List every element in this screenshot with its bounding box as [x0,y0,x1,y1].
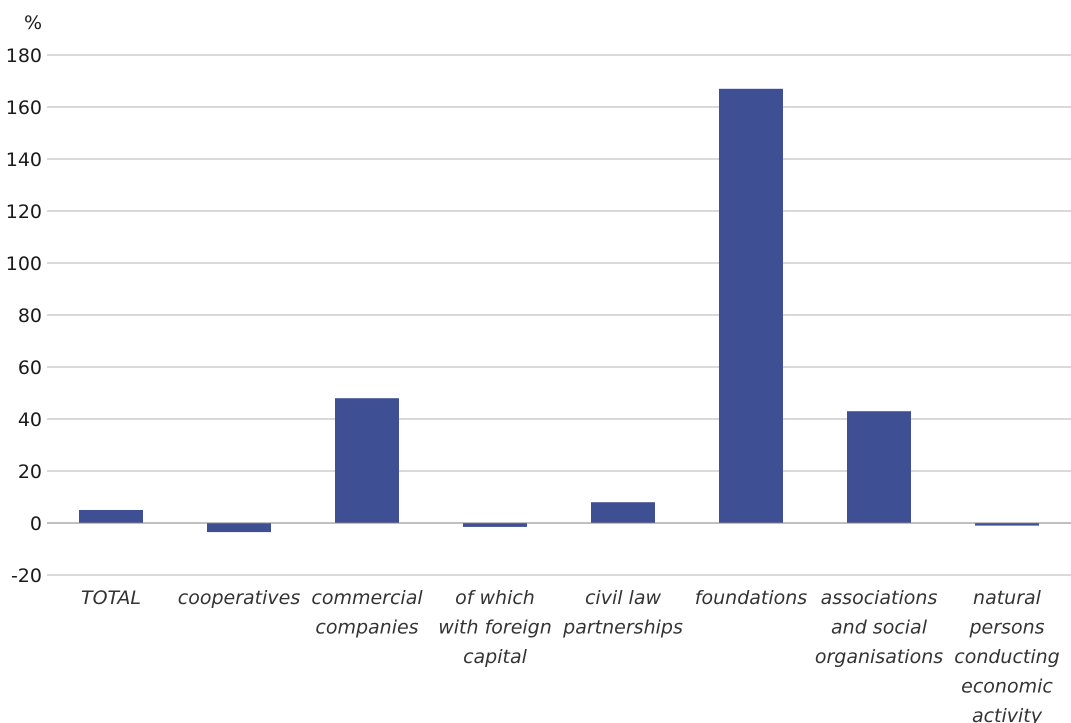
x-tick-label: civil law partnerships [562,587,683,639]
x-tick-label: of which with foreign capital [438,587,552,668]
bar [79,510,143,523]
y-tick-label: 100 [6,253,42,275]
y-tick-label: 120 [6,201,42,223]
x-tick-label: foundations [695,587,807,609]
y-tick-label: 140 [6,149,42,171]
x-tick-label-line: companies [315,617,418,639]
x-tick-label-line: partnerships [562,617,683,639]
bar [207,523,271,533]
y-tick-label: 180 [6,45,42,67]
x-tick-label: commercial companies [311,587,423,639]
y-tick-label: 160 [6,97,42,119]
x-tick-label-line: conducting [954,646,1060,668]
y-tick-label: 20 [18,461,42,483]
x-tick-label-line: of which [455,587,535,609]
y-tick-label: -20 [11,565,42,587]
x-tick-label-line: natural [973,587,1042,609]
x-tick-label: TOTAL [81,587,141,609]
y-tick-label: 80 [18,305,42,327]
x-tick-label-line: associations [821,587,938,609]
y-axis-ticks: 180 160 140 120 100 80 60 40 20 0 -20 [6,45,42,587]
x-tick-label-line: activity [972,705,1043,723]
x-tick-label-line: commercial [311,587,423,609]
x-tick-label-line: economic [961,676,1053,698]
x-tick-label-line: cooperatives [178,587,301,609]
y-tick-label: 0 [30,513,42,535]
bar [335,398,399,523]
x-tick-label: associations and social organisations [815,587,943,668]
bar [463,523,527,527]
bar [847,411,911,523]
x-tick-label-line: civil law [585,587,661,609]
x-tick-label-line: with foreign [438,617,552,639]
x-tick-label-line: persons [968,617,1044,639]
bars [79,88,1039,533]
y-tick-label: 60 [18,357,42,379]
x-tick-label: natural persons conducting economic activity [954,587,1060,723]
x-tick-label-line: and social [831,617,928,639]
y-unit-label: % [24,12,42,34]
x-tick-label: cooperatives [178,587,301,609]
y-tick-label: 40 [18,409,42,431]
x-tick-label-line: foundations [695,587,807,609]
x-tick-label-line: organisations [815,646,943,668]
x-tick-label-line: capital [463,646,528,668]
gridlines [47,54,1071,576]
bar [719,88,783,524]
bar [591,502,655,523]
x-tick-label-line: TOTAL [81,587,141,609]
bar [975,523,1039,526]
x-axis-labels: TOTAL cooperatives commercial companies of w… [81,587,1060,723]
